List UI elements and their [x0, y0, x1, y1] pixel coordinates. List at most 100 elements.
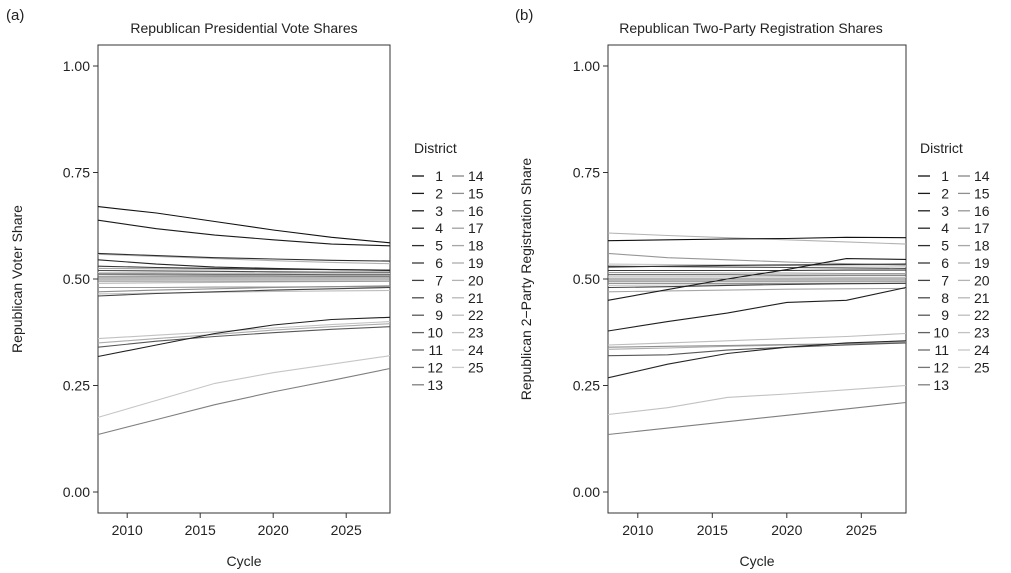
- series-line-district-8: [97, 269, 390, 273]
- legend-label-district-21: 21: [468, 290, 484, 306]
- series-line-district-10: [98, 273, 390, 276]
- legend-label-district-13: 13: [933, 377, 949, 393]
- legend-label-district-25: 25: [468, 359, 484, 375]
- x-tick-label: 2020: [771, 522, 802, 538]
- legend-label-district-12: 12: [427, 359, 443, 375]
- series-line-district-24: [97, 355, 391, 418]
- series-line-district-9: [97, 326, 391, 348]
- legend-label-district-10: 10: [427, 325, 443, 341]
- y-tick-label: 0.50: [573, 271, 600, 287]
- chart-title: Republican Two-Party Registration Shares: [619, 20, 883, 36]
- legend: District12345678910111213141516171819202…: [918, 140, 990, 393]
- legend-label-district-1: 1: [941, 168, 949, 184]
- panel-a: (a) Republican Presidential Vote Shares 0.…: [6, 7, 484, 569]
- panel-tag: (a): [6, 7, 24, 24]
- legend-label-district-21: 21: [974, 290, 990, 306]
- series-line-district-3: [607, 286, 907, 332]
- series-line-district-5: [97, 252, 391, 262]
- x-tick-label: 2010: [112, 522, 143, 538]
- y-axis-label: Republican Voter Share: [9, 205, 25, 353]
- series-line-district-2: [607, 258, 907, 301]
- legend-label-district-9: 9: [435, 307, 443, 323]
- legend-label-district-2: 2: [435, 185, 443, 201]
- series-line-district-5: [607, 263, 907, 268]
- legend-label-district-11: 11: [934, 342, 949, 358]
- y-tick-label: 0.25: [63, 378, 90, 394]
- legend-label-district-17: 17: [974, 220, 990, 236]
- legend-label-district-16: 16: [468, 203, 484, 219]
- series-line-district-13: [607, 401, 907, 436]
- series-line-district-4: [97, 259, 391, 272]
- legend-label-district-2: 2: [941, 185, 949, 201]
- legend-label-district-19: 19: [468, 255, 484, 271]
- x-axis-label: Cycle: [226, 553, 261, 569]
- legend-label-district-4: 4: [435, 220, 443, 236]
- legend-label-district-1: 1: [435, 168, 443, 184]
- x-tick-label: 2025: [846, 522, 877, 538]
- series-line-district-4: [607, 340, 907, 379]
- legend-label-district-11: 11: [428, 342, 443, 358]
- y-tick-label: 0.00: [63, 484, 90, 500]
- series-line-district-1: [607, 236, 907, 242]
- series-line-district-7: [97, 286, 391, 297]
- legend-label-district-16: 16: [974, 203, 990, 219]
- series-line-district-15: [607, 342, 907, 348]
- legend-label-district-20: 20: [468, 272, 484, 288]
- panel-tag: (b): [515, 7, 533, 24]
- x-tick-label: 2010: [622, 522, 653, 538]
- legend-label-district-10: 10: [933, 325, 949, 341]
- legend-label-district-23: 23: [468, 325, 484, 341]
- legend-label-district-22: 22: [974, 307, 990, 323]
- y-tick-label: 0.25: [573, 378, 600, 394]
- legend-label-district-15: 15: [974, 185, 990, 201]
- legend-label-district-13: 13: [427, 377, 443, 393]
- series-line-district-25: [98, 272, 390, 275]
- legend-label-district-4: 4: [941, 220, 949, 236]
- legend-label-district-8: 8: [435, 290, 443, 306]
- series-line-district-22: [97, 289, 391, 295]
- series-line-district-17: [608, 272, 906, 275]
- legend-label-district-15: 15: [468, 185, 484, 201]
- series-line-district-23: [607, 384, 907, 416]
- series-line-district-2: [97, 219, 391, 247]
- series-line-district-10: [608, 274, 906, 276]
- legend-label-district-19: 19: [974, 255, 990, 271]
- series-line-district-7: [607, 282, 907, 289]
- x-tick-label: 2015: [185, 522, 216, 538]
- legend-label-district-20: 20: [974, 272, 990, 288]
- y-tick-label: 1.00: [573, 58, 600, 74]
- y-tick-label: 0.75: [573, 165, 600, 181]
- series-line-district-23: [97, 321, 391, 340]
- panel-b: (b) Republican Two-Party Registration Sha…: [515, 7, 990, 569]
- y-axis-label: Republican 2−Party Registration Share: [518, 158, 534, 401]
- legend-label-district-5: 5: [941, 238, 949, 254]
- legend-label-district-23: 23: [974, 325, 990, 341]
- x-tick-label: 2015: [697, 522, 728, 538]
- series-line-district-20: [97, 253, 391, 265]
- series-line-district-13: [97, 367, 391, 436]
- series-group: [97, 206, 391, 436]
- series-line-district-15: [97, 285, 391, 293]
- legend: District12345678910111213141516171819202…: [412, 140, 484, 393]
- series-line-district-1: [97, 206, 391, 244]
- legend-label-district-3: 3: [435, 203, 443, 219]
- legend-label-district-24: 24: [468, 342, 484, 358]
- series-line-district-9: [607, 342, 907, 357]
- x-axis-label: Cycle: [739, 553, 774, 569]
- y-tick-label: 0.00: [573, 484, 600, 500]
- y-tick-label: 0.75: [63, 165, 90, 181]
- legend-label-district-6: 6: [941, 255, 949, 271]
- series-line-district-22: [607, 332, 907, 346]
- y-tick-label: 0.50: [63, 271, 90, 287]
- legend-title: District: [414, 140, 457, 156]
- legend-label-district-17: 17: [468, 220, 484, 236]
- x-tick-label: 2025: [331, 522, 362, 538]
- series-line-district-18: [607, 287, 907, 293]
- legend-label-district-18: 18: [974, 238, 990, 254]
- series-line-district-3: [97, 316, 391, 358]
- legend-label-district-3: 3: [941, 203, 949, 219]
- x-tick-label: 2020: [258, 522, 289, 538]
- series-line-district-19: [97, 323, 391, 344]
- legend-label-district-12: 12: [933, 359, 949, 375]
